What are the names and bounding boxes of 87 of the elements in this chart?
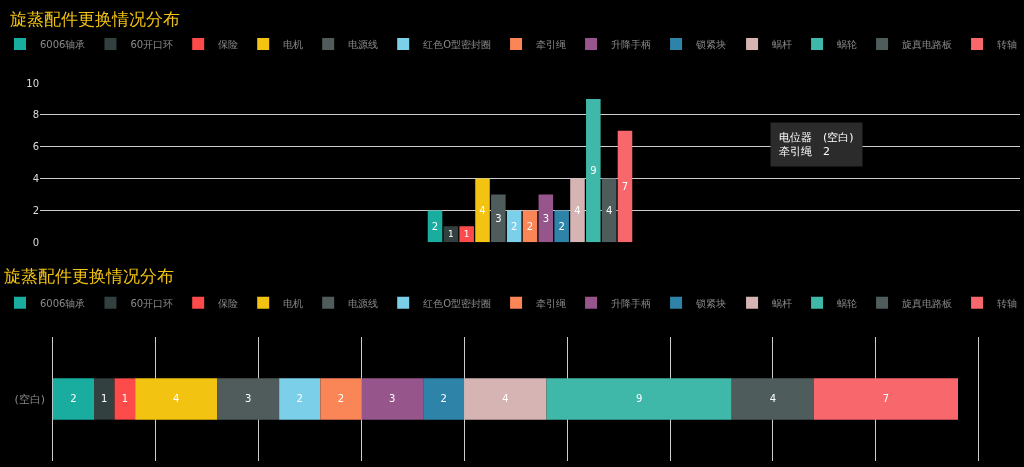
annotation: 电位器 (空白) 牵引绳 2 (779, 131, 854, 159)
legend-label: 电源线 (348, 297, 379, 309)
legend-label: 旋真电路板 (902, 38, 953, 50)
legend-label: 蜗轮 (837, 297, 858, 309)
legend-label: 6006轴承 (40, 297, 86, 309)
data-label: 2 (431, 220, 439, 232)
legend-label: 牵引绳 (536, 297, 567, 309)
bar (423, 378, 465, 420)
bar (94, 378, 115, 420)
data-label: 9 (590, 165, 597, 177)
data-label: 4 (769, 393, 777, 405)
legend-label: 电机 (283, 297, 304, 309)
bar (217, 378, 280, 420)
data-label: 3 (495, 212, 502, 224)
data-label: 3 (389, 393, 396, 405)
bar (459, 226, 474, 243)
data-label: 1 (121, 393, 129, 405)
data-label: 1 (101, 393, 108, 405)
bar (570, 178, 585, 243)
bar (522, 210, 538, 243)
data-label: 4 (574, 204, 581, 216)
bar (427, 210, 443, 243)
chart-title: 旋蒸配件更换情况分布 (10, 9, 180, 29)
legend-label: 转轴 (997, 38, 1018, 50)
data-label: 2 (440, 393, 447, 405)
legend-label: 6006轴承 (40, 38, 86, 50)
y-tick-label: 4 (32, 173, 39, 185)
legend-label: 60开口环 (130, 38, 174, 50)
data-label: 2 (526, 220, 534, 232)
bar (114, 378, 136, 420)
bar (546, 378, 732, 420)
legend-label: 蜗杆 (772, 38, 793, 50)
data-label: 4 (605, 204, 613, 216)
data-label: 9 (635, 393, 643, 405)
legend-label: 蜗杆 (772, 297, 793, 309)
data-label: 4 (173, 393, 180, 405)
bar (135, 378, 218, 420)
bar (491, 194, 506, 243)
legend-label: 60开口环 (130, 297, 174, 309)
legend-label: 升降手柄 (611, 297, 652, 309)
data-label: 3 (542, 212, 550, 224)
legend-label: 红色O型密封圈 (423, 297, 492, 309)
legend-label: 锁紧块 (695, 297, 727, 309)
data-label: 7 (882, 393, 890, 405)
data-label: 1 (463, 229, 470, 240)
bar (586, 99, 601, 243)
y-tick-label: 6 (32, 141, 39, 153)
bar (731, 378, 814, 420)
bar (52, 378, 94, 420)
bar (279, 378, 321, 420)
data-label: 7 (621, 181, 629, 193)
bar (538, 194, 554, 243)
bar (617, 130, 633, 243)
bar (506, 210, 522, 243)
data-label: 2 (70, 393, 77, 405)
bar (464, 378, 547, 420)
bar (554, 210, 569, 243)
data-label: 2 (337, 393, 345, 405)
bar (361, 378, 424, 420)
data-label: 2 (296, 393, 303, 405)
data-label: 4 (479, 204, 486, 216)
bar (320, 378, 362, 420)
y-tick-label: 10 (26, 77, 39, 89)
y-tick-label: 2 (32, 204, 39, 216)
legend-label: 牵引绳 (536, 38, 567, 50)
data-label: 3 (245, 393, 252, 405)
legend-label: 电源线 (348, 38, 379, 50)
data-label: 4 (502, 393, 509, 405)
legend-label: 转轴 (997, 297, 1018, 309)
y-tick-label: 8 (32, 109, 39, 121)
legend-label: 锁紧块 (695, 38, 727, 50)
chart-title: 旋蒸配件更换情况分布 (4, 266, 174, 286)
data-label: 2 (510, 220, 518, 232)
legend-label: 升降手柄 (611, 38, 652, 50)
bar (601, 178, 617, 243)
legend-label: 保险 (218, 297, 239, 309)
legend-label: 红色O型密封圈 (423, 38, 492, 50)
legend-label: 蜗轮 (837, 38, 858, 50)
y-tick-label: (空白) (14, 392, 45, 406)
data-label: 2 (558, 220, 565, 232)
data-label: 1 (447, 229, 454, 240)
y-tick-label: 0 (32, 236, 39, 248)
legend-label: 电机 (283, 38, 304, 50)
bar (475, 178, 490, 243)
legend-label: 保险 (218, 38, 239, 50)
bar (814, 378, 958, 420)
legend-label: 旋真电路板 (902, 297, 953, 309)
